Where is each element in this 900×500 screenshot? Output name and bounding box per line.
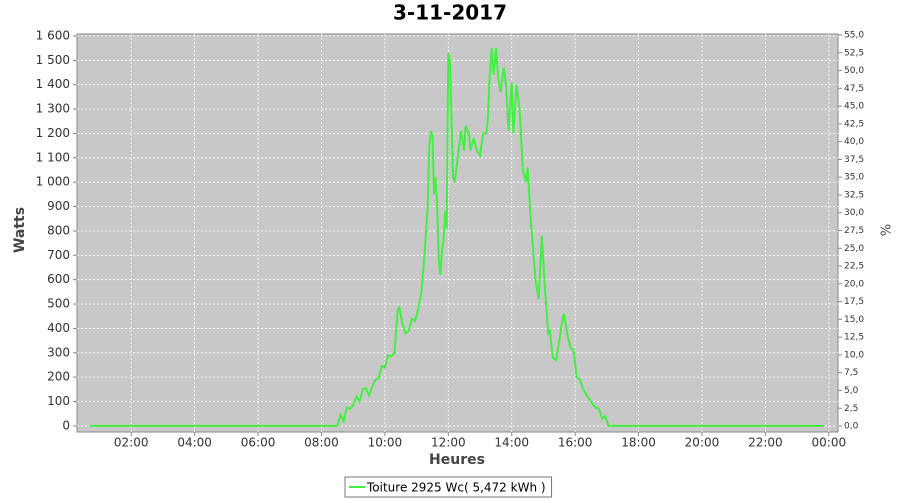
y-tick-label: 0 — [62, 418, 70, 432]
y2-tick-label: 42,5 — [844, 119, 864, 129]
chart-title: 3-11-2017 — [393, 1, 507, 25]
x-tick-label: 10:00 — [368, 436, 403, 450]
y2-tick-label: 52,5 — [844, 48, 864, 58]
y-tick-label: 1 500 — [36, 53, 70, 67]
y2-tick-label: 25,0 — [844, 244, 864, 254]
x-tick-label: 04:00 — [177, 436, 212, 450]
y2-tick-label: 20,0 — [844, 279, 864, 289]
y2-tick-label: 10,0 — [844, 350, 864, 360]
y-axis-label: Watts — [12, 207, 28, 253]
y2-tick-label: 35,0 — [844, 173, 864, 183]
plot-area — [76, 33, 839, 433]
y2-tick-label: 27,5 — [844, 226, 864, 236]
y-tick-label: 500 — [47, 297, 70, 311]
y-tick-label: 400 — [47, 321, 70, 335]
x-tick-label: 00:00 — [812, 436, 847, 450]
y-tick-label: 100 — [47, 394, 70, 408]
y2-tick-label: 50,0 — [844, 66, 864, 76]
y-tick-label: 300 — [47, 345, 70, 359]
y2-tick-label: 55,0 — [844, 30, 864, 40]
y2-tick-label: 2,5 — [844, 404, 858, 414]
x-tick-label: 20:00 — [685, 436, 720, 450]
legend-box — [344, 476, 553, 498]
x-tick-label: 18:00 — [621, 436, 656, 450]
y2-tick-label: 40,0 — [844, 137, 864, 147]
data-line — [90, 48, 824, 427]
y2-axis-label: % — [877, 224, 892, 236]
y-tick-label: 1 200 — [36, 126, 70, 140]
y-tick-label: 1 000 — [36, 175, 70, 189]
y-tick-label: 600 — [47, 272, 70, 286]
y2-tick-label: 45,0 — [844, 102, 864, 112]
y2-tick-label: 37,5 — [844, 155, 864, 165]
x-tick-label: 06:00 — [241, 436, 276, 450]
y-tick-label: 1 600 — [36, 28, 70, 42]
y2-tick-label: 0,0 — [844, 422, 859, 432]
y2-tick-label: 15,0 — [844, 315, 864, 325]
y-tick-label: 1 100 — [36, 150, 70, 164]
y-tick-label: 900 — [47, 199, 70, 213]
y2-tick-label: 22,5 — [844, 262, 864, 272]
y2-tick-label: 17,5 — [844, 297, 864, 307]
y2-tick-label: 47,5 — [844, 84, 864, 94]
x-tick-label: 02:00 — [114, 436, 149, 450]
x-tick-label: 14:00 — [494, 436, 529, 450]
y2-tick-label: 5,0 — [844, 386, 859, 396]
y2-tick-label: 30,0 — [844, 208, 864, 218]
y-tick-label: 1 400 — [36, 77, 70, 91]
y-tick-label: 700 — [47, 248, 70, 262]
x-axis-label: Heures — [429, 452, 485, 468]
y-tick-label: 200 — [47, 370, 70, 384]
y2-tick-label: 32,5 — [844, 190, 864, 200]
x-tick-label: 16:00 — [558, 436, 593, 450]
x-tick-label: 08:00 — [304, 436, 339, 450]
y-tick-label: 1 300 — [36, 102, 70, 116]
y2-tick-label: 7,5 — [844, 368, 858, 378]
y2-tick-label: 12,5 — [844, 333, 864, 343]
x-tick-label: 22:00 — [748, 436, 783, 450]
legend-label: Toiture 2925 Wc( 5,472 kWh ) — [366, 481, 546, 495]
y-tick-label: 800 — [47, 223, 70, 237]
x-tick-label: 12:00 — [431, 436, 466, 450]
